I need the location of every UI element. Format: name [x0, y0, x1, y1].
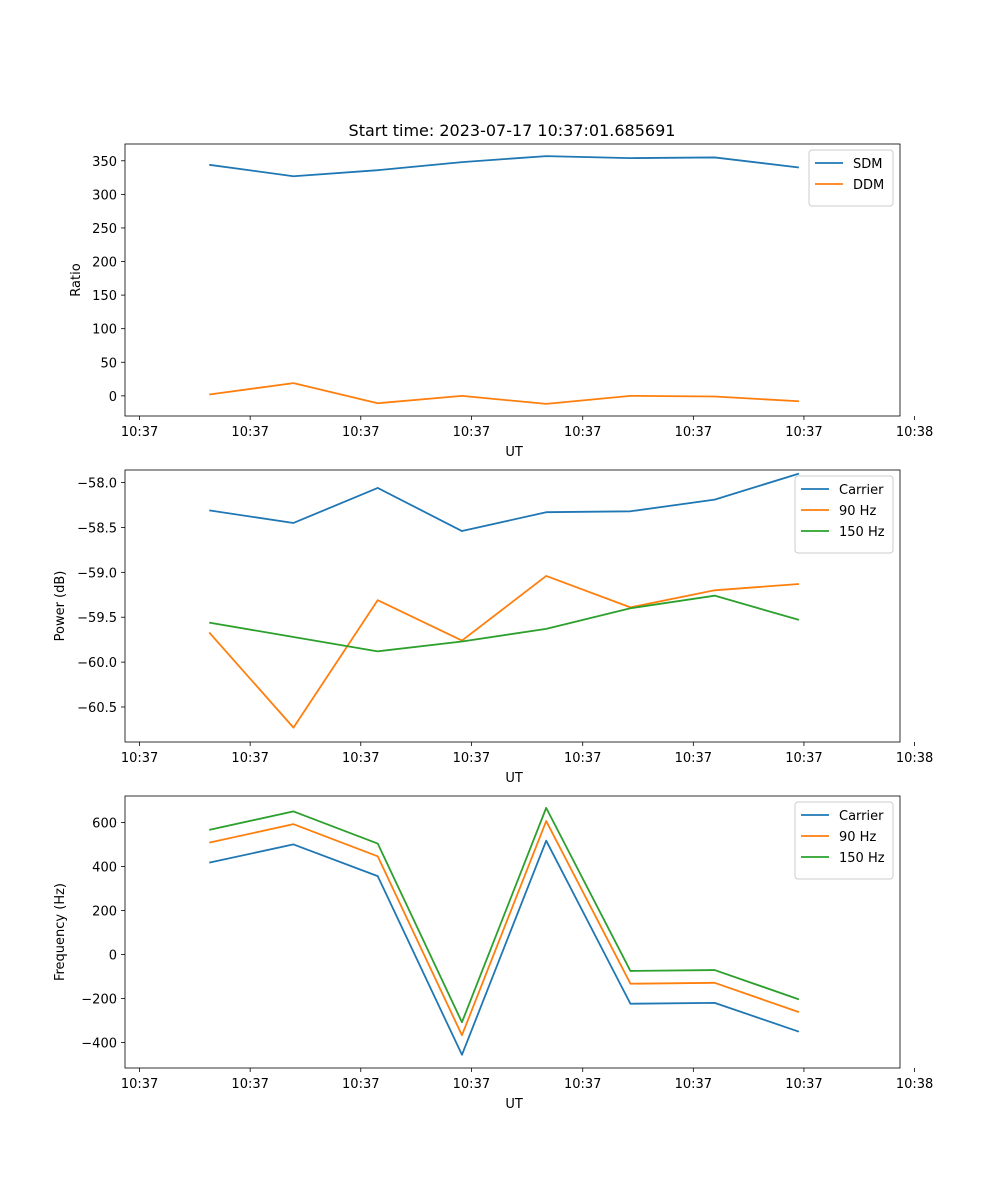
legend-label: Carrier [839, 809, 884, 824]
y-tick-label: 200 [92, 904, 117, 919]
legend-frame [794, 475, 894, 554]
legend: Carrier 90 Hz 150 Hz [794, 475, 894, 554]
x-tick-label: 10:37 [231, 1077, 268, 1092]
x-tick-label: 10:38 [896, 751, 933, 766]
y-tick-label: 300 [92, 188, 117, 203]
series-line-carrier [209, 472, 800, 532]
series-line-90-hz [209, 820, 800, 1037]
y-axis-label: Power (dB) [53, 571, 68, 642]
x-tick-label: 10:37 [785, 751, 822, 766]
legend-frame [808, 149, 894, 207]
series-line-150-hz [209, 594, 800, 653]
x-axis-label: UT [505, 1097, 523, 1112]
y-tick-label: 0 [109, 390, 117, 405]
y-tick-label: −200 [81, 992, 117, 1007]
y-tick-label: −58.5 [77, 521, 117, 536]
x-tick-label: 10:37 [453, 1077, 490, 1092]
series-line-sdm [209, 155, 800, 178]
legend-label: 90 Hz [839, 504, 876, 519]
x-tick-label: 10:37 [564, 1077, 601, 1092]
axes-frame [124, 469, 901, 743]
x-tick-label: 10:37 [564, 751, 601, 766]
x-tick-label: 10:37 [453, 425, 490, 440]
x-tick-label: 10:37 [121, 425, 158, 440]
y-tick-label: −59.0 [77, 566, 117, 581]
y-tick-label: 250 [92, 222, 117, 237]
y-tick-label: −60.0 [77, 656, 117, 671]
x-tick-label: 10:37 [231, 425, 268, 440]
legend-label: 90 Hz [839, 830, 876, 845]
x-axis-label: UT [505, 771, 523, 786]
x-tick-label: 10:37 [564, 425, 601, 440]
y-tick-label: 50 [100, 356, 117, 371]
x-tick-label: 10:37 [785, 425, 822, 440]
y-tick-label: 150 [92, 289, 117, 304]
y-axis-label: Ratio [69, 263, 84, 296]
subplot-3: −400 −200 0 200 400 600 10:37 10:37 10:37 10:37 10… [53, 795, 933, 1112]
legend: Carrier 90 Hz 150 Hz [794, 801, 894, 880]
series-line-90-hz [208, 575, 799, 729]
x-tick-label: 10:37 [675, 1077, 712, 1092]
x-tick-label: 10:38 [896, 425, 933, 440]
axes-frame [124, 143, 901, 417]
x-tick-label: 10:37 [785, 1077, 822, 1092]
y-tick-label: 200 [92, 256, 117, 271]
y-axis-label: Frequency (Hz) [53, 883, 68, 981]
y-tick-label: −58.0 [77, 477, 117, 492]
legend-label: Carrier [839, 483, 884, 498]
legend-label: DDM [853, 178, 884, 193]
x-axis-label: UT [505, 445, 523, 460]
legend-label: 150 Hz [839, 525, 885, 540]
axes-frame [124, 795, 901, 1069]
x-tick-label: 10:37 [121, 751, 158, 766]
x-tick-label: 10:38 [896, 1077, 933, 1092]
y-tick-label: 100 [92, 323, 117, 338]
y-tick-label: 600 [92, 816, 117, 831]
legend-label: SDM [853, 157, 882, 172]
legend-label: 150 Hz [839, 851, 885, 866]
x-tick-label: 10:37 [342, 751, 379, 766]
series-line-carrier [209, 839, 800, 1056]
legend: SDM DDM [808, 149, 894, 207]
y-tick-label: −59.5 [77, 611, 117, 626]
x-tick-label: 10:37 [675, 425, 712, 440]
x-tick-label: 10:37 [675, 751, 712, 766]
x-tick-label: 10:37 [453, 751, 490, 766]
y-tick-label: −400 [81, 1036, 117, 1051]
chart-title: Start time: 2023-07-17 10:37:01.685691 [349, 121, 676, 140]
subplot-1: 0 50 100 150 200 250 300 350 10:37 10:37 10:37 10:3… [69, 143, 933, 460]
y-tick-label: 350 [92, 155, 117, 170]
x-tick-label: 10:37 [231, 751, 268, 766]
legend-frame [794, 801, 894, 880]
x-tick-label: 10:37 [342, 1077, 379, 1092]
series-line-ddm [209, 382, 799, 405]
series-line-150-hz [209, 806, 800, 1024]
x-tick-label: 10:37 [342, 425, 379, 440]
y-tick-label: 0 [109, 948, 117, 963]
y-tick-label: −60.5 [77, 701, 117, 716]
x-tick-label: 10:37 [121, 1077, 158, 1092]
y-tick-label: 400 [92, 860, 117, 875]
subplot-2: −60.5 −60.0 −59.5 −59.0 −58.5 −58.0 10:37 10:37… [53, 469, 933, 786]
